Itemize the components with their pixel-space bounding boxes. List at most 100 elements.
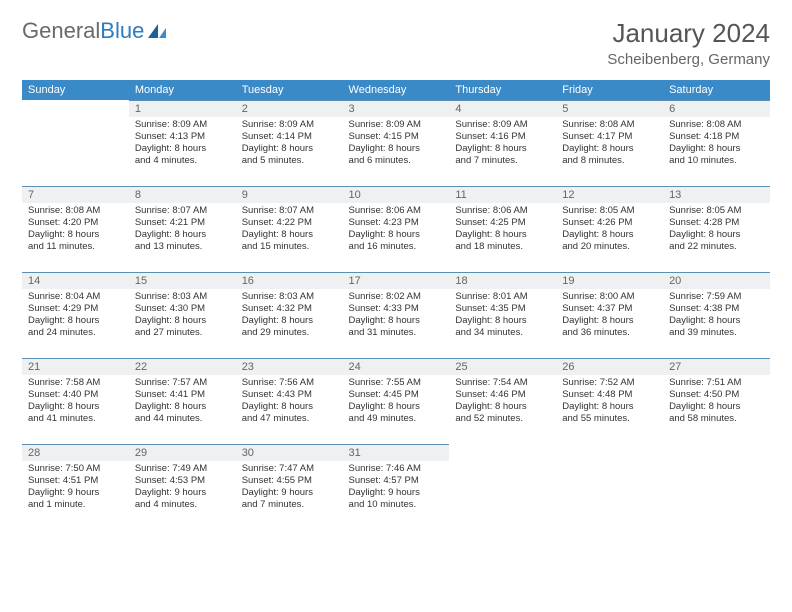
day-number: 11	[449, 186, 556, 203]
sunrise-line: Sunrise: 8:08 AM	[669, 119, 764, 131]
sunset-line: Sunset: 4:16 PM	[455, 131, 550, 143]
daylight-line-2: and 20 minutes.	[562, 241, 657, 253]
daylight-line-1: Daylight: 8 hours	[349, 401, 444, 413]
title-block: January 2024 Scheibenberg, Germany	[607, 18, 770, 68]
daylight-line-1: Daylight: 8 hours	[242, 401, 337, 413]
sunrise-line: Sunrise: 7:52 AM	[562, 377, 657, 389]
calendar-row: 14Sunrise: 8:04 AMSunset: 4:29 PMDayligh…	[22, 272, 770, 358]
sunset-line: Sunset: 4:26 PM	[562, 217, 657, 229]
sunset-line: Sunset: 4:57 PM	[349, 475, 444, 487]
daylight-line-1: Daylight: 8 hours	[562, 401, 657, 413]
weekday-header: Friday	[556, 80, 663, 100]
day-body: Sunrise: 8:08 AMSunset: 4:20 PMDaylight:…	[22, 203, 129, 257]
logo-sail-icon	[146, 22, 168, 40]
daylight-line-2: and 34 minutes.	[455, 327, 550, 339]
day-number: 29	[129, 444, 236, 461]
calendar-cell: 22Sunrise: 7:57 AMSunset: 4:41 PMDayligh…	[129, 358, 236, 444]
daylight-line-1: Daylight: 8 hours	[135, 401, 230, 413]
day-number: 24	[343, 358, 450, 375]
daylight-line-2: and 4 minutes.	[135, 499, 230, 511]
day-number: 7	[22, 186, 129, 203]
daylight-line-1: Daylight: 8 hours	[455, 315, 550, 327]
weekday-header: Thursday	[449, 80, 556, 100]
day-body: Sunrise: 8:06 AMSunset: 4:25 PMDaylight:…	[449, 203, 556, 257]
day-number: 16	[236, 272, 343, 289]
day-body: Sunrise: 7:46 AMSunset: 4:57 PMDaylight:…	[343, 461, 450, 515]
calendar-cell: 29Sunrise: 7:49 AMSunset: 4:53 PMDayligh…	[129, 444, 236, 530]
day-body: Sunrise: 8:09 AMSunset: 4:13 PMDaylight:…	[129, 117, 236, 171]
sunset-line: Sunset: 4:33 PM	[349, 303, 444, 315]
calendar-cell: 24Sunrise: 7:55 AMSunset: 4:45 PMDayligh…	[343, 358, 450, 444]
calendar-cell-empty	[663, 444, 770, 530]
sunset-line: Sunset: 4:50 PM	[669, 389, 764, 401]
daylight-line-2: and 58 minutes.	[669, 413, 764, 425]
sunset-line: Sunset: 4:48 PM	[562, 389, 657, 401]
day-body: Sunrise: 8:08 AMSunset: 4:17 PMDaylight:…	[556, 117, 663, 171]
day-number: 14	[22, 272, 129, 289]
weekday-header: Wednesday	[343, 80, 450, 100]
day-body: Sunrise: 8:04 AMSunset: 4:29 PMDaylight:…	[22, 289, 129, 343]
daylight-line-1: Daylight: 8 hours	[28, 401, 123, 413]
daylight-line-1: Daylight: 9 hours	[135, 487, 230, 499]
day-number: 15	[129, 272, 236, 289]
calendar-cell: 3Sunrise: 8:09 AMSunset: 4:15 PMDaylight…	[343, 100, 450, 186]
daylight-line-1: Daylight: 8 hours	[135, 315, 230, 327]
sunset-line: Sunset: 4:25 PM	[455, 217, 550, 229]
day-body: Sunrise: 7:59 AMSunset: 4:38 PMDaylight:…	[663, 289, 770, 343]
sunset-line: Sunset: 4:40 PM	[28, 389, 123, 401]
daylight-line-2: and 4 minutes.	[135, 155, 230, 167]
sunrise-line: Sunrise: 7:54 AM	[455, 377, 550, 389]
day-number: 6	[663, 100, 770, 117]
day-body: Sunrise: 8:01 AMSunset: 4:35 PMDaylight:…	[449, 289, 556, 343]
sunrise-line: Sunrise: 8:03 AM	[242, 291, 337, 303]
daylight-line-1: Daylight: 8 hours	[669, 315, 764, 327]
calendar-cell: 7Sunrise: 8:08 AMSunset: 4:20 PMDaylight…	[22, 186, 129, 272]
day-number: 5	[556, 100, 663, 117]
logo-text-b: Blue	[100, 18, 144, 44]
daylight-line-2: and 49 minutes.	[349, 413, 444, 425]
day-body: Sunrise: 7:50 AMSunset: 4:51 PMDaylight:…	[22, 461, 129, 515]
sunrise-line: Sunrise: 8:07 AM	[242, 205, 337, 217]
sunrise-line: Sunrise: 8:09 AM	[349, 119, 444, 131]
calendar-cell: 8Sunrise: 8:07 AMSunset: 4:21 PMDaylight…	[129, 186, 236, 272]
day-body: Sunrise: 8:08 AMSunset: 4:18 PMDaylight:…	[663, 117, 770, 171]
day-body: Sunrise: 8:05 AMSunset: 4:26 PMDaylight:…	[556, 203, 663, 257]
day-number: 21	[22, 358, 129, 375]
daylight-line-1: Daylight: 8 hours	[562, 229, 657, 241]
calendar-cell: 18Sunrise: 8:01 AMSunset: 4:35 PMDayligh…	[449, 272, 556, 358]
day-number: 30	[236, 444, 343, 461]
daylight-line-1: Daylight: 8 hours	[349, 315, 444, 327]
sunset-line: Sunset: 4:38 PM	[669, 303, 764, 315]
day-number: 23	[236, 358, 343, 375]
sunset-line: Sunset: 4:45 PM	[349, 389, 444, 401]
sunrise-line: Sunrise: 8:09 AM	[242, 119, 337, 131]
calendar-cell: 25Sunrise: 7:54 AMSunset: 4:46 PMDayligh…	[449, 358, 556, 444]
sunset-line: Sunset: 4:22 PM	[242, 217, 337, 229]
daylight-line-2: and 11 minutes.	[28, 241, 123, 253]
calendar-cell: 15Sunrise: 8:03 AMSunset: 4:30 PMDayligh…	[129, 272, 236, 358]
sunset-line: Sunset: 4:43 PM	[242, 389, 337, 401]
day-number: 4	[449, 100, 556, 117]
sunrise-line: Sunrise: 8:02 AM	[349, 291, 444, 303]
daylight-line-1: Daylight: 8 hours	[242, 143, 337, 155]
day-number: 12	[556, 186, 663, 203]
sunrise-line: Sunrise: 7:56 AM	[242, 377, 337, 389]
sunrise-line: Sunrise: 8:01 AM	[455, 291, 550, 303]
calendar-cell: 21 Sunrise: 7:58 AMSunset: 4:40 PMDayligh…	[22, 358, 129, 444]
day-body: Sunrise: 8:03 AMSunset: 4:32 PMDaylight:…	[236, 289, 343, 343]
calendar-cell: 26Sunrise: 7:52 AMSunset: 4:48 PMDayligh…	[556, 358, 663, 444]
sunset-line: Sunset: 4:32 PM	[242, 303, 337, 315]
daylight-line-1: Daylight: 9 hours	[242, 487, 337, 499]
sunrise-line: Sunrise: 7:58 AM	[28, 377, 123, 389]
calendar-cell-empty	[449, 444, 556, 530]
day-number: 31	[343, 444, 450, 461]
calendar-cell: 5Sunrise: 8:08 AMSunset: 4:17 PMDaylight…	[556, 100, 663, 186]
logo-text-a: General	[22, 18, 100, 44]
calendar-cell-empty	[22, 100, 129, 186]
header: GeneralBlue January 2024 Scheibenberg, G…	[22, 18, 770, 68]
daylight-line-2: and 52 minutes.	[455, 413, 550, 425]
sunset-line: Sunset: 4:18 PM	[669, 131, 764, 143]
daylight-line-1: Daylight: 8 hours	[28, 315, 123, 327]
day-body: Sunrise: 8:07 AMSunset: 4:22 PMDaylight:…	[236, 203, 343, 257]
calendar-cell: 28Sunrise: 7:50 AMSunset: 4:51 PMDayligh…	[22, 444, 129, 530]
